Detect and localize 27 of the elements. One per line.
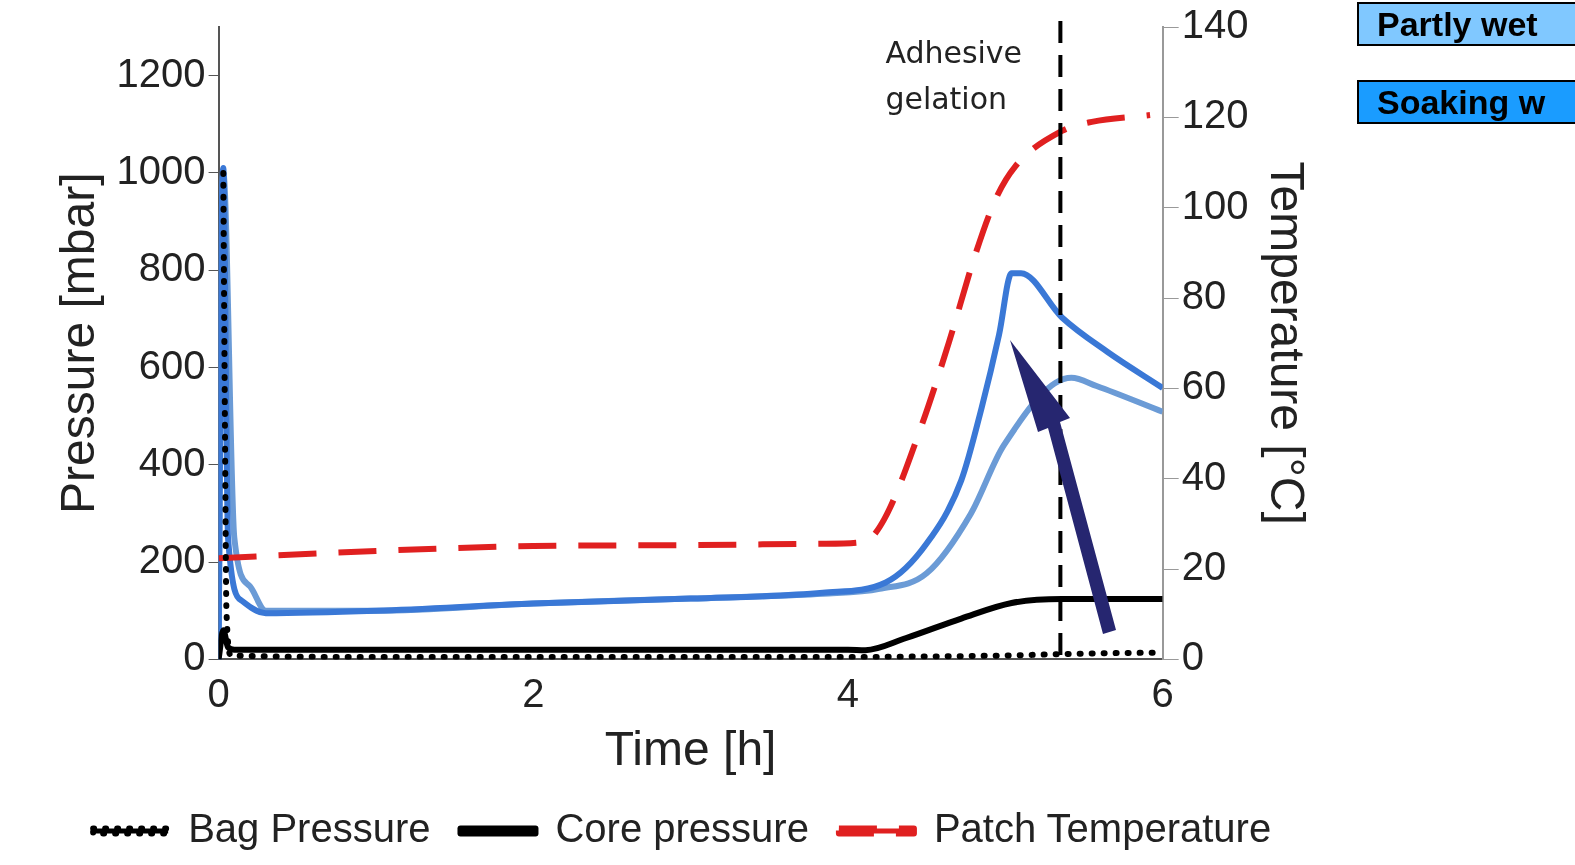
y2-tick-label: 60 <box>1181 363 1227 408</box>
y2-tick-label: 80 <box>1181 273 1227 318</box>
y2-tick-label: 120 <box>1181 92 1249 137</box>
y2-axis-title: Temperature [°C] <box>1260 161 1314 525</box>
ref-line-label: Adhesive gelation <box>885 34 1023 116</box>
text: Partly wet <box>1357 2 1575 46</box>
y-tick-label: 200 <box>138 537 206 582</box>
legend-label: Core pressure <box>555 806 809 851</box>
y-tick-label: 600 <box>138 342 206 387</box>
x-tick-label: 4 <box>836 671 860 716</box>
x-tick-label: 2 <box>522 671 545 716</box>
text: Soaking w <box>1357 80 1575 124</box>
y-tick-label: 400 <box>138 439 206 484</box>
y2-tick-label: 100 <box>1181 182 1249 227</box>
x-tick-label: 6 <box>1151 671 1174 716</box>
legend-label: Patch Temperature <box>933 806 1272 851</box>
y-tick-label: 800 <box>138 245 206 290</box>
y2-tick-label: 0 <box>1181 634 1204 679</box>
y2-tick-label: 20 <box>1181 544 1227 589</box>
y-tick-label: 1000 <box>116 147 206 192</box>
y-tick-label: 1200 <box>116 50 206 95</box>
y-tick-label: 0 <box>183 634 206 679</box>
y2-tick-label: 140 <box>1181 2 1249 47</box>
x-axis-title: Time [h] <box>604 722 777 776</box>
y-axis-title: Pressure [mbar] <box>51 172 105 514</box>
legend-label: Bag Pressure <box>188 806 431 851</box>
y2-tick-label: 40 <box>1181 453 1227 498</box>
